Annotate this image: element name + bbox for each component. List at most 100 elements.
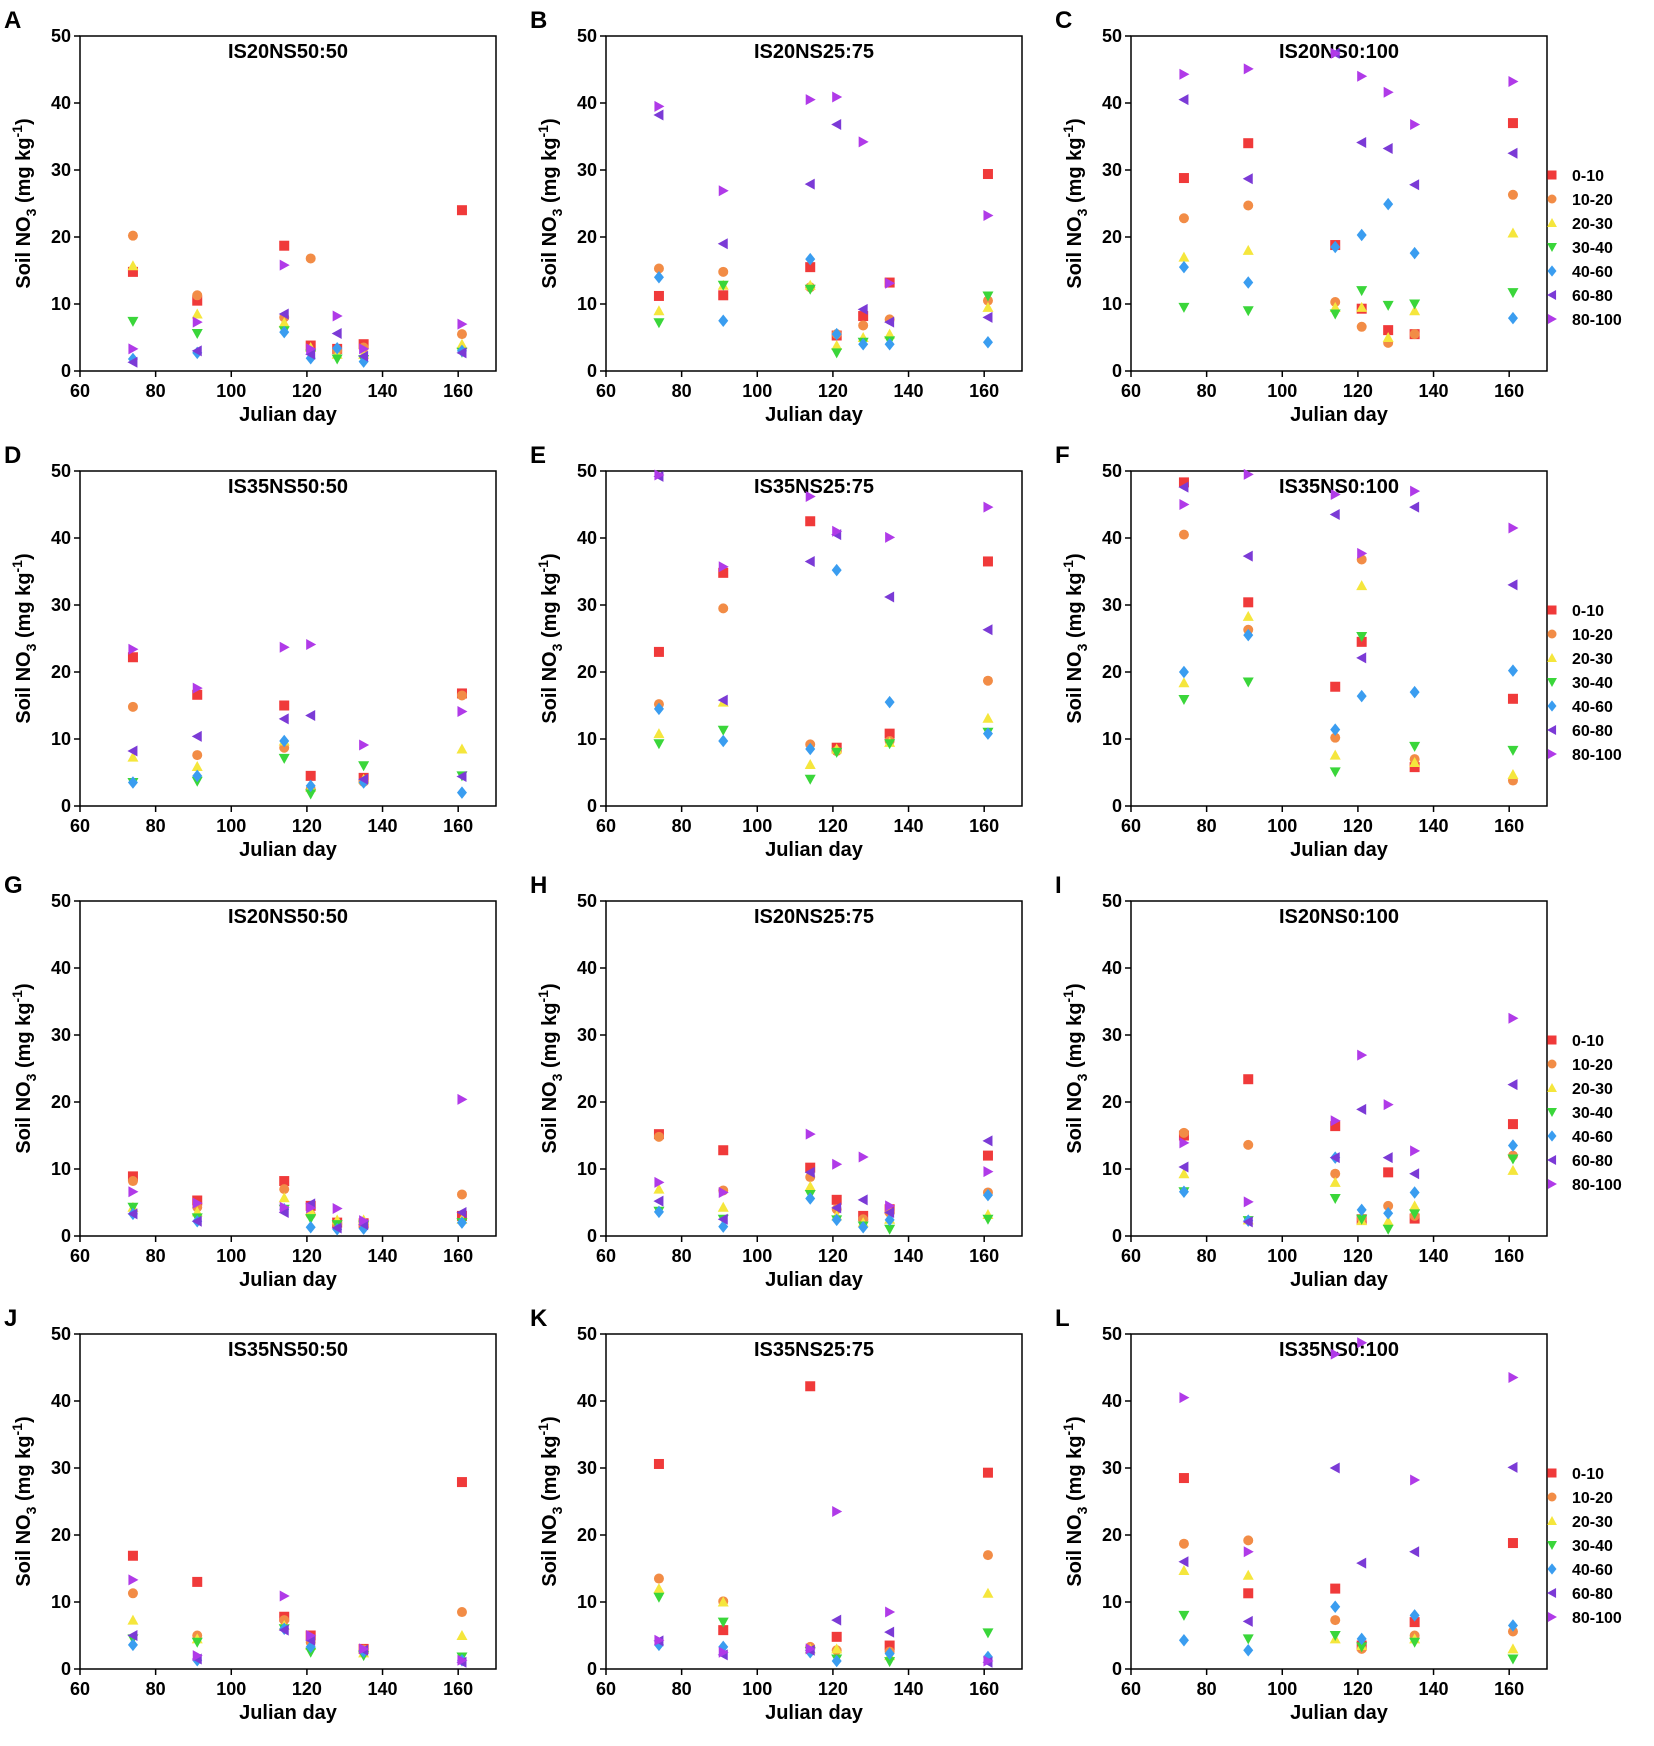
data-point <box>456 338 468 349</box>
data-point <box>1330 723 1341 736</box>
y-tick-label: 50 <box>1102 891 1122 911</box>
data-point <box>305 348 316 360</box>
x-tick-label: 120 <box>292 1679 322 1699</box>
legend-marker <box>1547 749 1557 759</box>
y-tick-label: 20 <box>51 1092 71 1112</box>
series-0-10 <box>1178 1074 1518 1225</box>
plot-frame <box>605 470 1023 807</box>
data-point <box>1178 260 1189 274</box>
data-point <box>982 675 993 686</box>
plot-frame <box>79 470 497 807</box>
y-tick-label: 50 <box>577 461 597 481</box>
legend-label: 30-40 <box>1572 675 1613 692</box>
x-tick-label: 60 <box>596 1246 616 1266</box>
x-tick-label: 100 <box>742 1246 772 1266</box>
data-point <box>1329 1193 1341 1204</box>
data-point <box>331 327 342 339</box>
y-tick-label: 0 <box>61 1659 71 1679</box>
series-10-20 <box>653 263 993 340</box>
data-point <box>278 1624 289 1636</box>
data-point <box>1330 240 1341 254</box>
x-tick-label: 80 <box>672 1246 692 1266</box>
data-point <box>653 1131 664 1142</box>
y-axis-label: Soil NO3 (mg kg-1) <box>535 553 565 723</box>
series-80-100 <box>1179 468 1519 559</box>
data-point <box>654 100 665 112</box>
data-point <box>191 760 203 771</box>
y-tick-label: 50 <box>51 1324 71 1344</box>
data-point <box>127 356 138 368</box>
data-point <box>332 310 343 322</box>
series-40-60 <box>127 1622 467 1667</box>
y-tick-label: 50 <box>51 26 71 46</box>
data-point <box>1409 329 1420 340</box>
data-point <box>1242 306 1254 317</box>
legend-label: 80-100 <box>1572 1177 1622 1194</box>
x-tick-label: 100 <box>216 1679 246 1699</box>
data-point <box>1179 1137 1190 1149</box>
y-axis-label: Soil NO3 (mg kg-1) <box>1060 1416 1090 1586</box>
panel-l: L IS35NS0:100 60 80 100 120 140 160 0 10 20 30 40 50 J… <box>1055 1305 1622 1724</box>
data-point <box>804 774 816 785</box>
y-tick-label: 40 <box>577 93 597 113</box>
data-point <box>279 1201 290 1213</box>
data-point <box>305 770 316 781</box>
data-point <box>1409 1168 1420 1180</box>
legend-label: 10-20 <box>1572 1490 1613 1507</box>
y-tick-label: 0 <box>1112 1659 1122 1679</box>
y-tick-label: 20 <box>1102 1092 1122 1112</box>
data-point <box>857 303 868 315</box>
data-point <box>1356 228 1367 242</box>
y-tick-label: 30 <box>577 1025 597 1045</box>
data-point <box>653 318 665 329</box>
data-point <box>718 290 729 301</box>
plot-frame <box>1130 900 1548 1237</box>
plot-frame <box>605 900 1023 1237</box>
y-tick-label: 50 <box>1102 26 1122 46</box>
data-point <box>279 259 290 271</box>
data-point <box>192 290 203 301</box>
data-point <box>191 1637 203 1648</box>
data-point <box>1383 197 1394 211</box>
y-tick-label: 0 <box>1112 796 1122 816</box>
data-point <box>1409 246 1420 260</box>
panel-title: IS35NS25:75 <box>754 476 874 498</box>
data-point <box>1409 1617 1420 1628</box>
x-tick-label: 100 <box>1267 1246 1297 1266</box>
series-10-20 <box>653 603 993 757</box>
series-80-100 <box>1179 1012 1519 1208</box>
data-point <box>279 734 290 748</box>
series-20-30 <box>653 279 994 351</box>
series-40-60 <box>1178 628 1518 736</box>
panel-letter-j: J <box>4 1305 17 1332</box>
legend-label: 0-10 <box>1572 1466 1604 1483</box>
panel-d: D IS35NS50:50 60 80 100 120 140 160 0 10 20 30 40 50 J… <box>4 442 497 861</box>
data-point <box>884 1224 896 1235</box>
panel-letter-b: B <box>530 7 547 34</box>
data-point <box>1243 1074 1254 1085</box>
series-0-10 <box>1178 118 1518 340</box>
series-80-100 <box>128 639 468 751</box>
data-point <box>718 1186 729 1198</box>
data-point <box>358 761 370 772</box>
data-point <box>653 1592 665 1603</box>
data-point <box>982 1587 994 1598</box>
x-tick-label: 60 <box>596 816 616 836</box>
data-point <box>457 318 468 330</box>
x-tick-label: 160 <box>1494 1246 1524 1266</box>
data-point <box>1382 332 1394 342</box>
y-tick-label: 10 <box>577 1592 597 1612</box>
data-point <box>717 238 728 250</box>
data-point <box>331 354 343 365</box>
data-point <box>805 94 816 106</box>
data-point <box>279 1590 290 1602</box>
series-80-100 <box>1179 1337 1519 1558</box>
data-point <box>1179 1392 1190 1404</box>
data-point <box>718 314 729 327</box>
legend-marker <box>1547 1107 1557 1117</box>
x-tick-label: 60 <box>1121 1246 1141 1266</box>
x-tick-label: 160 <box>443 1679 473 1699</box>
panel-h: H IS20NS25:75 60 80 100 120 140 160 0 10 20 30 40 50 J… <box>530 872 1023 1291</box>
panel-a: A IS20NS50:50 60 80 100 120 140 160 0 10 20 30 40 50 J… <box>4 7 497 426</box>
legend-label: 0-10 <box>1572 168 1604 185</box>
